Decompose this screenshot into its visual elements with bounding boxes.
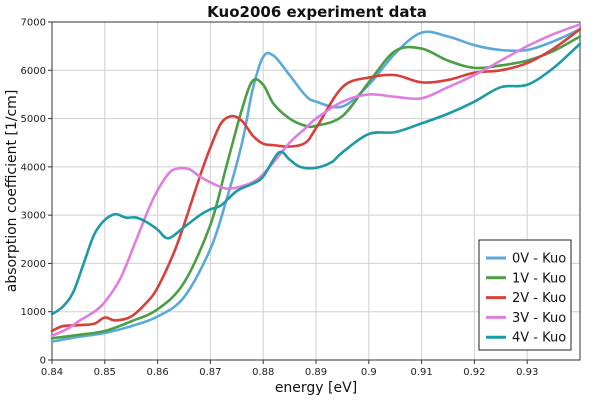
x-tick-label: 0.87 bbox=[199, 367, 221, 378]
y-tick-label: 3000 bbox=[21, 211, 46, 222]
x-tick-label: 0.9 bbox=[361, 367, 377, 378]
y-axis-ticks: 0 1000 2000 3000 4000 5000 6000 7000 bbox=[21, 18, 52, 367]
legend-label-3: 3V - Kuo bbox=[512, 311, 566, 326]
x-tick-label: 0.86 bbox=[146, 367, 168, 378]
series-line-0 bbox=[50, 27, 582, 343]
x-tick-label: 0.85 bbox=[94, 367, 116, 378]
legend: 0V - Kuo 1V - Kuo 2V - Kuo 3V - Kuo 4V - Kuo bbox=[478, 239, 572, 351]
series-line-3 bbox=[50, 23, 582, 338]
y-tick-label: 5000 bbox=[21, 114, 46, 125]
x-tick-label: 0.92 bbox=[463, 367, 485, 378]
legend-label-1: 1V - Kuo bbox=[512, 271, 566, 286]
legend-label-2: 2V - Kuo bbox=[512, 291, 566, 306]
x-tick-label: 0.91 bbox=[410, 367, 432, 378]
chart-title: Kuo2006 experiment data bbox=[207, 3, 427, 21]
x-tick-label: 0.88 bbox=[252, 367, 274, 378]
series-line-2 bbox=[50, 27, 582, 333]
x-axis-ticks: 0.84 0.85 0.86 0.87 0.88 0.89 0.9 0.91 0.92 0.93 bbox=[41, 360, 538, 378]
y-tick-label: 4000 bbox=[21, 162, 46, 173]
x-tick-label: 0.84 bbox=[41, 367, 63, 378]
legend-label-0: 0V - Kuo bbox=[512, 252, 566, 267]
legend-label-4: 4V - Kuo bbox=[512, 331, 566, 346]
series-line-1 bbox=[50, 35, 582, 340]
series-layer bbox=[50, 23, 582, 343]
y-axis-title: absorption coefficient [1/cm] bbox=[4, 90, 20, 293]
y-tick-label: 6000 bbox=[21, 66, 46, 77]
x-tick-label: 0.89 bbox=[305, 367, 327, 378]
y-tick-label: 2000 bbox=[21, 259, 46, 270]
y-tick-label: 7000 bbox=[21, 18, 46, 29]
y-tick-label: 1000 bbox=[21, 307, 46, 318]
y-tick-label: 0 bbox=[40, 356, 46, 367]
x-axis-title: energy [eV] bbox=[275, 380, 357, 396]
x-tick-label: 0.93 bbox=[516, 367, 538, 378]
series-line-4 bbox=[50, 42, 582, 316]
